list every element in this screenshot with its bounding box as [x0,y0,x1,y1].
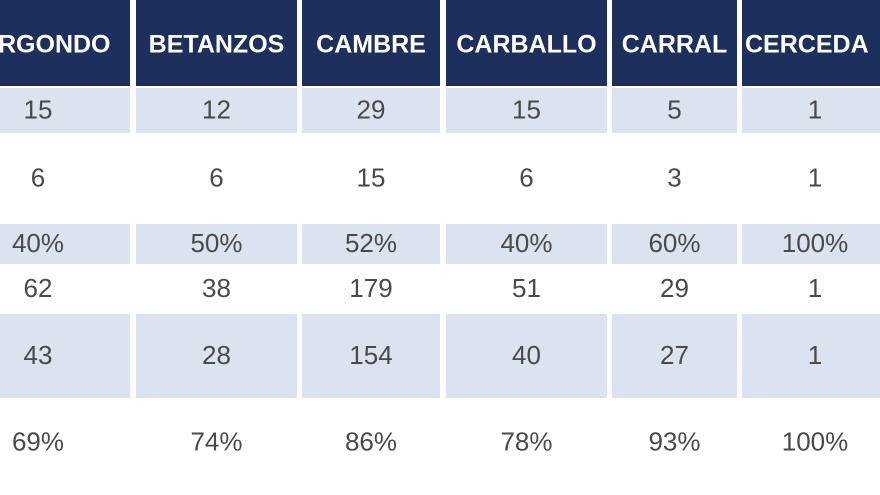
cell-bg [0,88,130,133]
cell-value: 100% [782,228,849,258]
header-label: CARBALLO [456,31,596,59]
header-cell [136,0,297,86]
cell-value: 100% [782,426,849,456]
cell-value: 179 [349,273,392,303]
cell-bg [742,135,880,222]
cell-value: 62 [24,273,53,303]
header-cell [446,0,607,86]
cell-bg [612,135,737,222]
cell-value: 1 [808,94,822,124]
cell-value: 1 [808,340,822,370]
cell-bg [446,266,607,312]
cell-bg [0,314,130,398]
cell-value: 69% [12,426,64,456]
cell-bg [302,314,440,398]
cell-bg [742,266,880,312]
cell-value: 12 [202,94,231,124]
cell-value: 154 [349,340,392,370]
cell-value: 40% [500,228,552,258]
cell-value: 50% [190,228,242,258]
cell-bg [742,400,880,495]
cell-bg [0,400,130,495]
cell-bg [302,224,440,264]
cell-bg [446,135,607,222]
header-label: CARRAL [622,31,728,59]
header-cell [302,0,440,86]
cell-bg [742,314,880,398]
cell-value: 1 [808,273,822,303]
header-label: CERCEDA [745,31,869,59]
cell-bg [446,224,607,264]
cell-bg [446,314,607,398]
cell-value: 6 [209,162,223,192]
header-cell [742,0,880,86]
cell-value: 6 [31,162,45,192]
cell-bg [446,88,607,133]
cell-bg [302,266,440,312]
header-label: RGONDO [0,31,111,59]
cell-value: 51 [512,273,541,303]
cell-bg [612,224,737,264]
cell-value: 52% [345,228,397,258]
cell-bg [612,400,737,495]
cell-value: 29 [357,94,386,124]
cell-bg [742,88,880,133]
cell-value: 38 [202,273,231,303]
cell-bg [136,224,297,264]
cell-value: 1 [808,162,822,192]
cell-value: 93% [648,426,700,456]
cell-value: 3 [667,162,681,192]
cell-bg [136,135,297,222]
cell-value: 78% [500,426,552,456]
cell-bg [302,88,440,133]
cell-bg [136,400,297,495]
cell-value: 60% [648,228,700,258]
cell-value: 40 [512,340,541,370]
cell-value: 29 [660,273,689,303]
cell-bg [136,88,297,133]
cell-bg [302,400,440,495]
cell-bg [302,135,440,222]
cell-value: 74% [190,426,242,456]
header-label: BETANZOS [149,31,285,59]
cell-bg [136,266,297,312]
cell-value: 15 [24,94,53,124]
cell-bg [742,224,880,264]
cell-value: 40% [12,228,64,258]
cell-bg [612,88,737,133]
cell-value: 86% [345,426,397,456]
cell-value: 15 [357,162,386,192]
cell-bg [0,135,130,222]
cell-value: 27 [660,340,689,370]
header-label: CAMBRE [316,31,426,59]
cell-value: 6 [519,162,533,192]
cell-bg [612,314,737,398]
cell-value: 5 [667,94,681,124]
cell-bg [0,266,130,312]
cell-value: 15 [512,94,541,124]
cell-value: 43 [24,340,53,370]
cell-bg [612,266,737,312]
cell-bg [136,314,297,398]
cell-bg [446,400,607,495]
header-cell [612,0,737,86]
header-cell [0,0,130,86]
cell-value: 28 [202,340,231,370]
cell-bg [0,224,130,264]
